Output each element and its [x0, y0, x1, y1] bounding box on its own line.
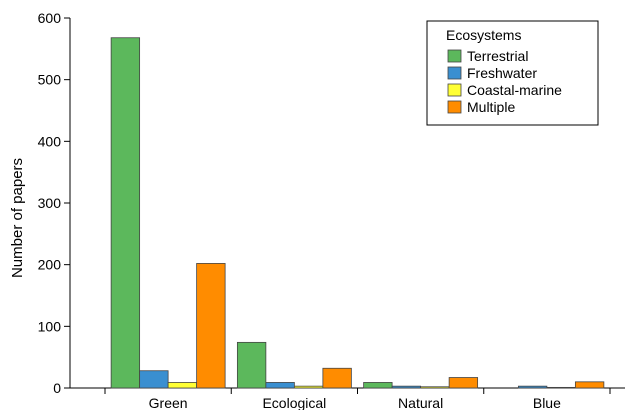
legend-swatch-coastal-marine — [447, 83, 462, 97]
bar-multiple-green — [196, 263, 226, 389]
legend-swatch-freshwater — [447, 66, 462, 80]
y-axis: 0 100 200 300 400 500 600 — [38, 10, 71, 396]
bar-coastal-marine-blue — [546, 386, 576, 389]
y-tick-label: 0 — [53, 380, 61, 396]
bar-multiple-natural — [448, 377, 479, 389]
y-tick-label: 400 — [38, 133, 62, 149]
legend: Ecosystems TerrestrialFreshwaterCoastal-… — [426, 20, 599, 126]
bar-freshwater-ecological — [265, 382, 295, 389]
y-tick-label: 600 — [38, 10, 62, 26]
y-tick-label: 300 — [38, 195, 62, 211]
y-tick-label: 100 — [38, 318, 62, 334]
bar-multiple-blue — [574, 381, 605, 389]
x-tick-label-green: Green — [149, 395, 188, 410]
x-tick-label-blue: Blue — [533, 395, 561, 410]
bar-terrestrial-natural — [363, 382, 393, 389]
legend-swatch-multiple — [447, 100, 462, 114]
x-tick-label-ecological: Ecological — [262, 395, 326, 410]
bar-multiple-ecological — [322, 367, 352, 389]
bar-terrestrial-ecological — [236, 341, 267, 389]
legend-label-terrestrial: Terrestrial — [467, 48, 528, 64]
legend-label-multiple: Multiple — [467, 99, 515, 115]
x-axis: Green Ecological Natural Blue — [70, 387, 625, 410]
y-axis-title: Number of papers — [9, 158, 26, 278]
bar-freshwater-green — [139, 370, 169, 389]
bar-freshwater-natural — [391, 385, 422, 389]
legend-swatch-terrestrial — [447, 49, 462, 63]
bar-coastal-marine-green — [167, 382, 198, 389]
legend-title: Ecosystems — [446, 27, 521, 43]
bar-freshwater-blue — [517, 385, 548, 389]
bars — [110, 37, 605, 389]
y-tick-label: 200 — [38, 257, 62, 273]
legend-label-freshwater: Freshwater — [467, 65, 537, 81]
x-tick-label-natural: Natural — [398, 395, 443, 410]
bar-coastal-marine-natural — [420, 386, 450, 389]
bar-coastal-marine-ecological — [293, 385, 324, 389]
bar-terrestrial-green — [110, 37, 141, 389]
y-tick-label: 500 — [38, 72, 62, 88]
legend-label-coastal-marine: Coastal-marine — [467, 82, 562, 98]
